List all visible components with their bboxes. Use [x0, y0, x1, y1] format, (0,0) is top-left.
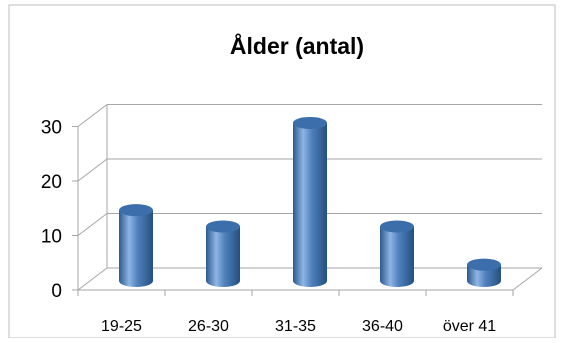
axes [72, 104, 543, 296]
x-tick-label: 26-30 [188, 318, 229, 335]
x-tick-label: 19-25 [101, 318, 142, 335]
side-gridline [77, 267, 108, 291]
y-tick-label: 10 [41, 227, 62, 248]
floor-edge [512, 267, 543, 291]
chart-title: Ålder (antal) [230, 32, 364, 59]
x-tick-label: 36-40 [362, 318, 403, 335]
bar [467, 258, 501, 287]
side-gridline [77, 213, 108, 236]
bar [119, 204, 153, 287]
side-gridline [77, 158, 108, 182]
y-tick-label: 0 [51, 281, 62, 302]
x-tick-label: 31-35 [275, 318, 316, 335]
y-tick-labels: 0 10 20 30 [41, 118, 62, 303]
x-tick-labels: 19-25 26-30 31-35 36-40 över 41 [101, 318, 496, 335]
bar [380, 220, 414, 287]
x-tick-label: över 41 [443, 318, 496, 335]
bars [119, 116, 501, 287]
y-tick-label: 30 [41, 118, 62, 139]
chart-frame [8, 4, 556, 339]
side-gridline [77, 104, 108, 127]
bar [206, 220, 240, 287]
bar [293, 116, 327, 287]
y-tick-label: 20 [41, 172, 62, 193]
